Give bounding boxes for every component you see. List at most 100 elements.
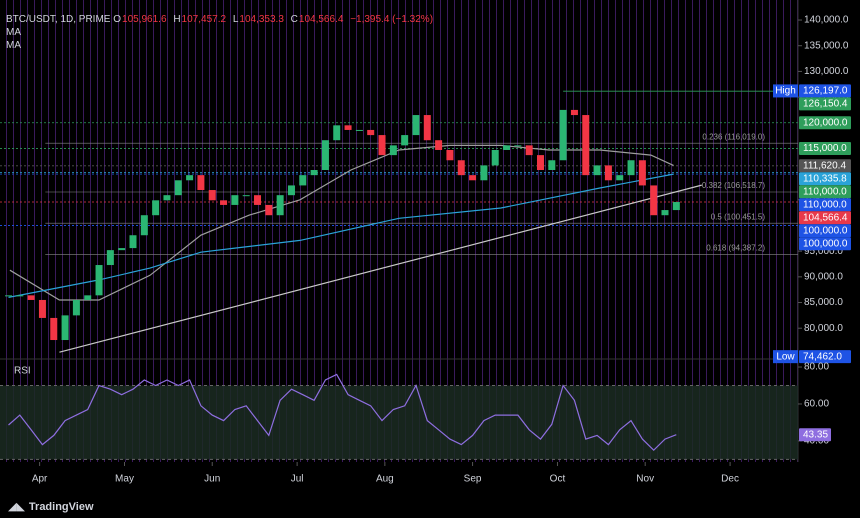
candle <box>604 165 612 181</box>
h-key: H <box>173 14 181 25</box>
high: 107,457.2 <box>181 14 227 25</box>
brand-name: TradingView <box>28 501 94 513</box>
ohlc-row: BTC/USDT, 1D, PRIME O105,961.6 H107,457.… <box>6 13 437 26</box>
candle <box>186 175 194 181</box>
candle <box>650 185 658 216</box>
candle <box>242 195 250 197</box>
candle <box>174 180 182 196</box>
candle <box>276 195 284 216</box>
price-tag-label: 74,462.0 <box>803 351 842 362</box>
candle <box>84 295 92 300</box>
fib-label: 0.5 (100,451.5) <box>711 212 766 221</box>
price-tag-label: 100,000.0 <box>803 238 848 249</box>
rsi-line <box>8 373 677 452</box>
candle <box>672 202 680 211</box>
candle <box>503 145 511 150</box>
candle <box>457 160 465 176</box>
candle <box>61 315 69 341</box>
price-tag-label: 110,335.8 <box>803 173 847 184</box>
y-tick-label: 60.00 <box>804 399 829 410</box>
brand-logo: ◢◣ TradingView <box>8 500 94 513</box>
legend-header: BTC/USDT, 1D, PRIME O105,961.6 H107,457.… <box>6 13 437 52</box>
price-tag-label: 110,000.0 <box>803 199 847 210</box>
candle <box>593 165 601 176</box>
candle <box>16 295 24 297</box>
candle <box>661 210 669 216</box>
x-tick-label: May <box>115 474 134 485</box>
candle <box>378 135 386 156</box>
price-tag <box>799 97 851 111</box>
x-tick-label: Nov <box>636 474 654 485</box>
price-tag <box>799 84 851 98</box>
price-tag-label: 126,150.4 <box>803 99 848 110</box>
candle <box>514 145 522 147</box>
price-tag <box>799 237 851 251</box>
x-tick-label: Jun <box>204 474 220 485</box>
candle <box>367 129 375 136</box>
y-tick-label: 130,000.0 <box>804 66 849 77</box>
candle <box>616 175 624 181</box>
candle <box>401 135 409 146</box>
candle <box>208 190 216 201</box>
candle <box>310 170 318 176</box>
tag-label: High <box>775 86 796 97</box>
candle <box>321 140 329 171</box>
o-key: O <box>113 14 122 25</box>
candle <box>582 115 590 176</box>
candle <box>265 204 273 216</box>
candle <box>559 109 567 161</box>
fib-label: 0.236 (116,019.0) <box>702 132 765 141</box>
candle <box>469 175 477 181</box>
price-tag-label: 111,620.4 <box>803 160 846 171</box>
x-tick-label: Aug <box>376 474 394 485</box>
rsi-band <box>0 385 798 460</box>
candle <box>299 175 307 186</box>
price-tag <box>799 185 851 199</box>
candle <box>95 265 103 296</box>
price-tag-label: 110,000.0 <box>803 186 847 197</box>
price-tag-label: 115,000.0 <box>803 143 847 154</box>
candle <box>163 195 171 201</box>
candle <box>491 149 499 166</box>
indicator: MA <box>6 40 21 51</box>
symbol: BTC/USDT, 1D, PRIME <box>6 14 111 25</box>
price-tag-label: 100,000.0 <box>803 225 848 236</box>
y-tick-label: 90,000.0 <box>804 271 843 282</box>
candle <box>446 149 454 161</box>
candle <box>140 215 148 236</box>
price-tag <box>799 159 851 173</box>
candle <box>627 160 635 176</box>
x-tick-label: Dec <box>721 474 739 485</box>
candle <box>525 145 533 156</box>
candle <box>389 145 397 156</box>
l-key: L <box>232 14 239 25</box>
candle <box>412 115 420 136</box>
tag-label: Low <box>776 351 795 362</box>
price-tag <box>799 172 851 186</box>
indicator: MA <box>6 27 21 38</box>
candle <box>27 295 35 300</box>
price-tag <box>799 350 851 364</box>
price-tag <box>799 198 851 212</box>
y-tick-label: 95,000.0 <box>804 246 843 257</box>
candle <box>570 109 578 116</box>
price-tag <box>799 141 851 155</box>
rsi-last-tag <box>799 428 831 442</box>
fib-label: 0.618 (94,387.2) <box>706 243 765 252</box>
candle <box>72 299 80 316</box>
candle <box>50 317 58 341</box>
y-tick-label: 135,000.0 <box>804 40 849 51</box>
y-tick-label: 80,000.0 <box>804 323 843 334</box>
close: 104,566.4 <box>298 14 344 25</box>
fib-label: 0.382 (106,518.7) <box>702 181 765 190</box>
candle <box>333 125 341 141</box>
y-tick-label: 140,000.0 <box>804 15 849 26</box>
candle <box>287 185 295 196</box>
tag-box <box>773 350 798 364</box>
price-tag <box>799 211 851 225</box>
c-key: C <box>290 14 298 25</box>
candle <box>197 175 205 191</box>
price-tag <box>799 224 851 238</box>
y-tick-label: 85,000.0 <box>804 297 843 308</box>
candle <box>129 235 137 249</box>
